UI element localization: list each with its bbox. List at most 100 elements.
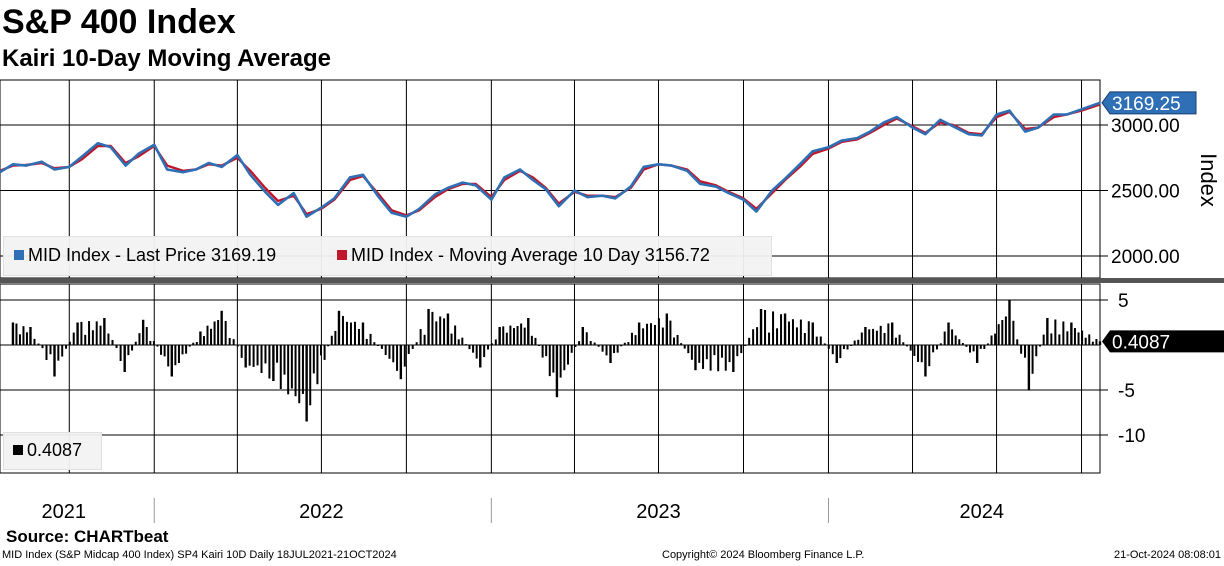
kairi-bar <box>264 345 267 364</box>
kairi-bar <box>217 320 220 345</box>
y-tick-label: 2000.00 <box>1111 247 1180 268</box>
kairi-bar <box>646 323 649 345</box>
kairi-bar <box>361 322 365 345</box>
kairi-bar <box>236 345 239 347</box>
kairi-bar <box>538 345 541 347</box>
kairi-bar <box>740 345 743 354</box>
kairi-bar <box>972 345 975 352</box>
kairi-bar <box>581 327 584 345</box>
data-point-last-price <box>461 181 464 184</box>
footer-timestamp: 21-Oct-2024 08:08:01 <box>1113 549 1221 561</box>
kairi-bar <box>224 320 227 345</box>
kairi-bar <box>717 345 720 372</box>
kairi-bar <box>744 345 747 346</box>
kairi-bar <box>555 345 559 398</box>
kairi-bar <box>1062 321 1065 345</box>
data-point-last-price <box>924 133 927 135</box>
kairi-bar <box>494 339 497 345</box>
kairi-bar <box>461 337 464 345</box>
data-point-last-price <box>97 142 99 145</box>
kairi-bar <box>661 327 664 345</box>
kairi-bar <box>752 329 755 345</box>
kairi-bar <box>975 345 979 363</box>
kairi-bar <box>795 327 798 345</box>
kairi-bar <box>637 322 641 345</box>
data-point-last-price <box>573 189 576 192</box>
kairi-bar <box>616 345 619 353</box>
kairi-bar <box>1001 320 1004 345</box>
kairi-bar <box>653 324 656 345</box>
kairi-bar <box>145 327 148 345</box>
kairi-bar <box>88 321 91 345</box>
data-point-last-price <box>657 163 660 166</box>
kairi-bar <box>857 339 860 345</box>
kairi-bar <box>732 345 735 372</box>
kairi-bar <box>875 330 878 345</box>
kairi-bar <box>864 327 867 345</box>
kairi-bar <box>597 345 600 347</box>
kairi-bar <box>799 319 802 345</box>
kairi-bar <box>772 311 775 345</box>
kairi-bar <box>415 342 418 345</box>
kairi-bar <box>392 345 395 363</box>
kairi-bar <box>883 332 886 345</box>
kairi-bar <box>341 315 344 345</box>
kairi-bar <box>1004 316 1007 345</box>
kairi-bar <box>131 345 134 351</box>
data-point-last-price <box>980 134 983 137</box>
kairi-callout-box <box>1102 330 1224 353</box>
data-point-last-price <box>1053 113 1055 116</box>
legend-swatch-last-price <box>14 250 24 260</box>
oscillator-legend: 0.4087 <box>3 432 102 470</box>
kairi-bar <box>84 334 87 345</box>
kairi-bar <box>954 335 957 345</box>
data-point-last-price <box>532 179 534 181</box>
kairi-bar <box>272 345 275 381</box>
data-point-last-price <box>418 208 421 210</box>
kairi-bar <box>256 345 259 366</box>
kairi-bar <box>1095 338 1098 345</box>
kairi-bar <box>523 327 526 345</box>
data-point-last-price <box>249 173 252 176</box>
kairi-bar <box>917 345 920 362</box>
kairi-bar <box>49 345 52 355</box>
kairi-bar <box>188 345 191 347</box>
kairi-bar <box>1042 334 1045 345</box>
kairi-bar <box>29 327 32 345</box>
kairi-bar <box>483 345 486 358</box>
data-point-last-price <box>503 176 506 179</box>
kairi-bar <box>898 334 901 345</box>
kairi-bar <box>152 341 155 345</box>
kairi-bar <box>1070 322 1073 345</box>
x-tick-label: 2022 <box>299 501 344 523</box>
kairi-bar <box>613 345 616 354</box>
y-tick-label: -5 <box>1118 381 1135 402</box>
kairi-bar <box>724 345 727 371</box>
kairi-bar <box>210 328 213 345</box>
data-point-last-price <box>153 143 156 146</box>
kairi-bar <box>377 345 380 346</box>
kairi-bar <box>290 345 293 389</box>
kairi-bar <box>605 345 608 356</box>
data-point-last-price <box>519 168 521 171</box>
kairi-bar <box>134 341 137 345</box>
kairi-bar <box>123 345 126 372</box>
data-point-last-price <box>771 189 773 192</box>
kairi-bar <box>396 345 399 371</box>
kairi-bar <box>298 345 301 404</box>
y-axis-title: Index <box>1196 153 1221 207</box>
kairi-bar <box>690 345 693 360</box>
data-point-last-price <box>742 198 745 201</box>
kairi-bar <box>913 345 916 356</box>
data-point-last-price <box>12 163 14 166</box>
data-point-last-price <box>840 139 843 142</box>
kairi-bar <box>192 342 195 345</box>
data-point-last-price <box>670 164 673 167</box>
kairi-bar <box>276 345 279 363</box>
kairi-bar <box>505 332 508 345</box>
kairi-bar <box>530 335 533 345</box>
legend-swatch-moving-average <box>337 250 347 260</box>
chart-subtitle: Kairi 10-Day Moving Average <box>2 45 332 72</box>
kairi-bar <box>578 341 581 345</box>
data-point-last-price <box>896 116 898 118</box>
